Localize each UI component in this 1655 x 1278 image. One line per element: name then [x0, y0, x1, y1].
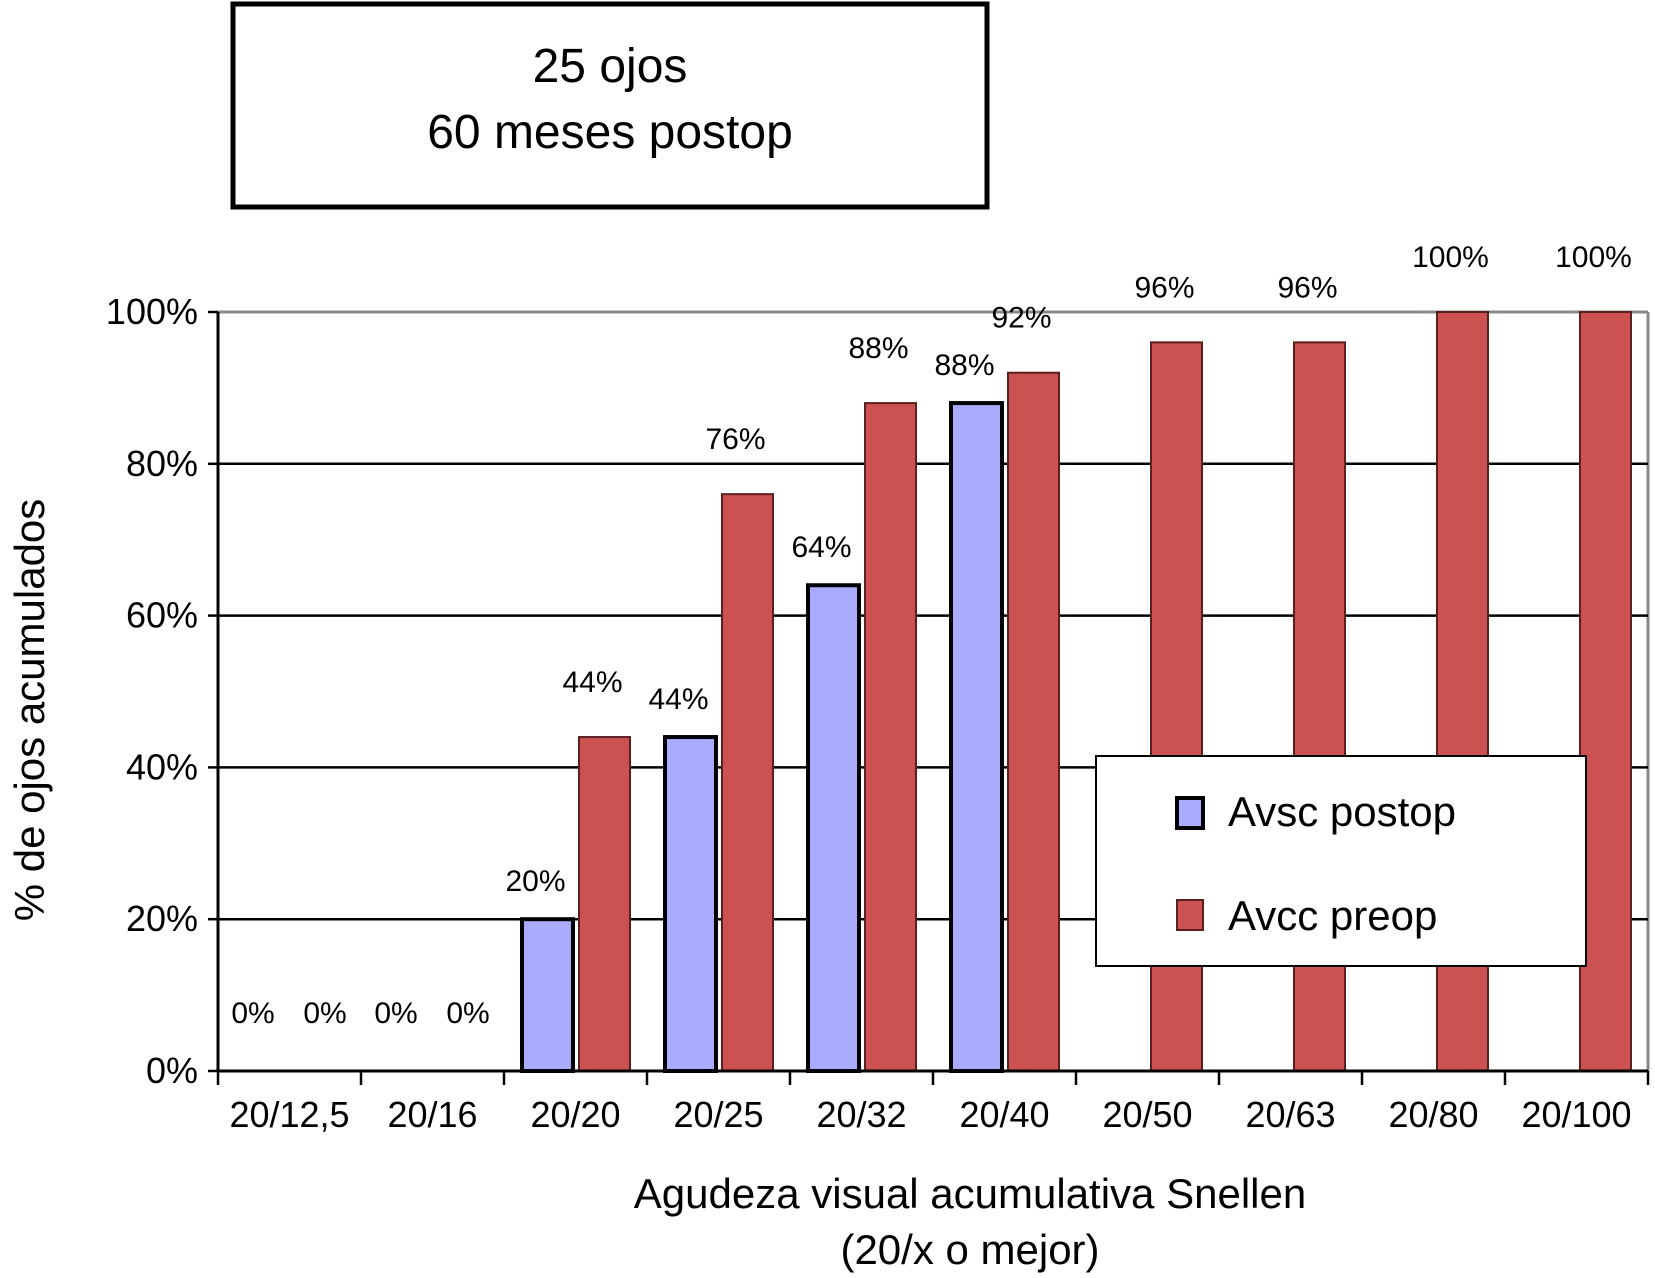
- x-axis-title-line-1: Agudeza visual acumulativa Snellen: [634, 1170, 1306, 1217]
- legend-label-avcc-preop: Avcc preop: [1228, 892, 1437, 939]
- bar-avcc-preop: [578, 736, 631, 1072]
- bar-avcc-preop: [1007, 371, 1060, 1073]
- bar-avsc-postop: [520, 917, 575, 1074]
- data-label-avcc-preop: 0%: [446, 997, 489, 1030]
- legend-label-avsc-postop: Avsc postop: [1228, 788, 1456, 835]
- gridlines: [218, 310, 1650, 1071]
- bar-avsc-postop: [949, 401, 1004, 1073]
- bar-avcc-preop: [864, 402, 917, 1072]
- data-label-avcc-preop: 100%: [1555, 241, 1632, 274]
- x-tick-label: 20/12,5: [229, 1094, 349, 1135]
- data-label-avcc-preop: 76%: [705, 423, 765, 456]
- data-label-avcc-preop: 44%: [562, 666, 622, 699]
- data-label-avsc-postop: 64%: [791, 531, 851, 564]
- bar-avsc-postop: [806, 583, 861, 1073]
- legend-swatch-avsc-postop: [1175, 796, 1205, 830]
- bar-avsc-postop: [663, 735, 718, 1073]
- y-tick-label: 80%: [126, 443, 198, 484]
- bar-avcc-preop: [1579, 311, 1632, 1072]
- y-tick-label: 20%: [126, 898, 198, 939]
- x-tick-label: 20/80: [1388, 1094, 1478, 1135]
- data-label-avcc-preop: 92%: [991, 302, 1051, 335]
- axes: 0% 20% 40% 60% 80% 100% 20/12,5 20/16 20/20 20/25…: [106, 291, 1650, 1135]
- data-label-avsc-postop: 0%: [374, 997, 417, 1030]
- data-labels: 0% 0% 0% 0% 20% 44% 44% 76% 64% 88% 88% 92% 96% 96% 10…: [231, 241, 1632, 1030]
- data-label-avcc-preop: 96%: [1277, 271, 1337, 304]
- x-tick-label: 20/25: [673, 1094, 763, 1135]
- data-label-avsc-postop: 20%: [505, 865, 565, 898]
- x-axis-title-line-2: (20/x o mejor): [840, 1226, 1099, 1273]
- x-tick-label: 20/20: [530, 1094, 620, 1135]
- data-label-avcc-preop: 96%: [1134, 271, 1194, 304]
- x-tick-label: 20/16: [387, 1094, 477, 1135]
- legend: Avsc postop Avcc preop: [1095, 755, 1587, 967]
- data-label-avcc-preop: 88%: [848, 332, 908, 365]
- y-tick-label: 100%: [106, 291, 198, 332]
- header-line-1: 25 ojos: [533, 40, 688, 93]
- y-tick-label: 0%: [146, 1050, 198, 1091]
- x-tick-label: 20/100: [1521, 1094, 1631, 1135]
- data-label-avsc-postop: 88%: [934, 349, 994, 382]
- data-label-avcc-preop: 100%: [1412, 241, 1489, 274]
- x-tick-label: 20/32: [816, 1094, 906, 1135]
- x-tick-label: 20/63: [1245, 1094, 1335, 1135]
- y-axis-title: % de ojos acumulados: [6, 499, 53, 922]
- data-label-avsc-postop: 0%: [231, 997, 274, 1030]
- data-label-avsc-postop: 44%: [648, 683, 708, 716]
- x-tick-label: 20/40: [959, 1094, 1049, 1135]
- y-tick-label: 40%: [126, 746, 198, 787]
- header-box: 25 ojos 60 meses postop: [230, 1, 990, 210]
- x-tick-label: 20/50: [1102, 1094, 1192, 1135]
- data-label-avcc-preop: 0%: [303, 997, 346, 1030]
- header-line-2: 60 meses postop: [427, 106, 793, 159]
- legend-swatch-avcc-preop: [1176, 899, 1204, 931]
- y-tick-label: 60%: [126, 595, 198, 636]
- header-box-border: [230, 1, 990, 210]
- bar-avcc-preop: [721, 493, 774, 1073]
